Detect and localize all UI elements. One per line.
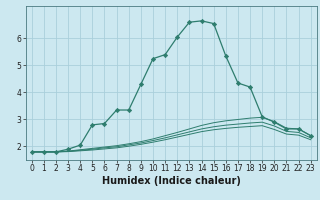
X-axis label: Humidex (Indice chaleur): Humidex (Indice chaleur) — [102, 176, 241, 186]
